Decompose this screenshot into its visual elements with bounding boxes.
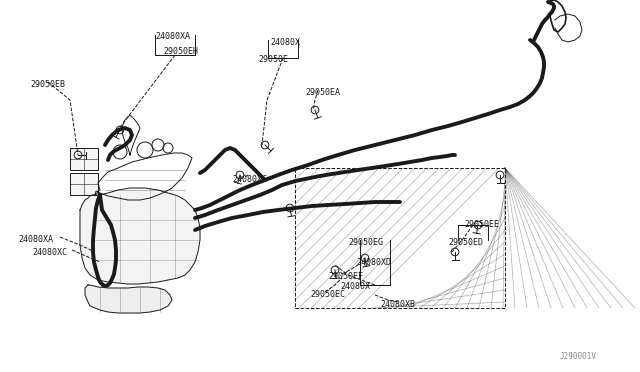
Text: 29050EA: 29050EA	[305, 88, 340, 97]
Text: 29050E: 29050E	[258, 55, 288, 64]
Text: 24080XD: 24080XD	[356, 258, 391, 267]
Polygon shape	[80, 188, 200, 284]
Bar	[70, 173, 98, 195]
Bar	[295, 168, 505, 308]
Text: 29050EG: 29050EG	[348, 238, 383, 247]
Text: J290001V: J290001V	[560, 352, 597, 361]
Text: 24080XB: 24080XB	[380, 300, 415, 309]
Text: 29050ED: 29050ED	[448, 238, 483, 247]
Text: 29050EF: 29050EF	[328, 272, 363, 281]
Text: 29050EE: 29050EE	[464, 220, 499, 229]
Text: 24080X: 24080X	[270, 38, 300, 47]
Bar	[70, 148, 98, 170]
Text: 29050EH: 29050EH	[163, 47, 198, 56]
Text: 29050EB: 29050EB	[30, 80, 65, 89]
Text: 24080XC: 24080XC	[32, 248, 67, 257]
Polygon shape	[85, 285, 172, 313]
Text: 29050EC: 29050EC	[310, 290, 345, 299]
Text: 24080XA: 24080XA	[155, 32, 190, 41]
Text: 24080XC: 24080XC	[232, 175, 267, 184]
Text: 24080X: 24080X	[340, 282, 370, 291]
Text: 24080XA: 24080XA	[18, 235, 53, 244]
